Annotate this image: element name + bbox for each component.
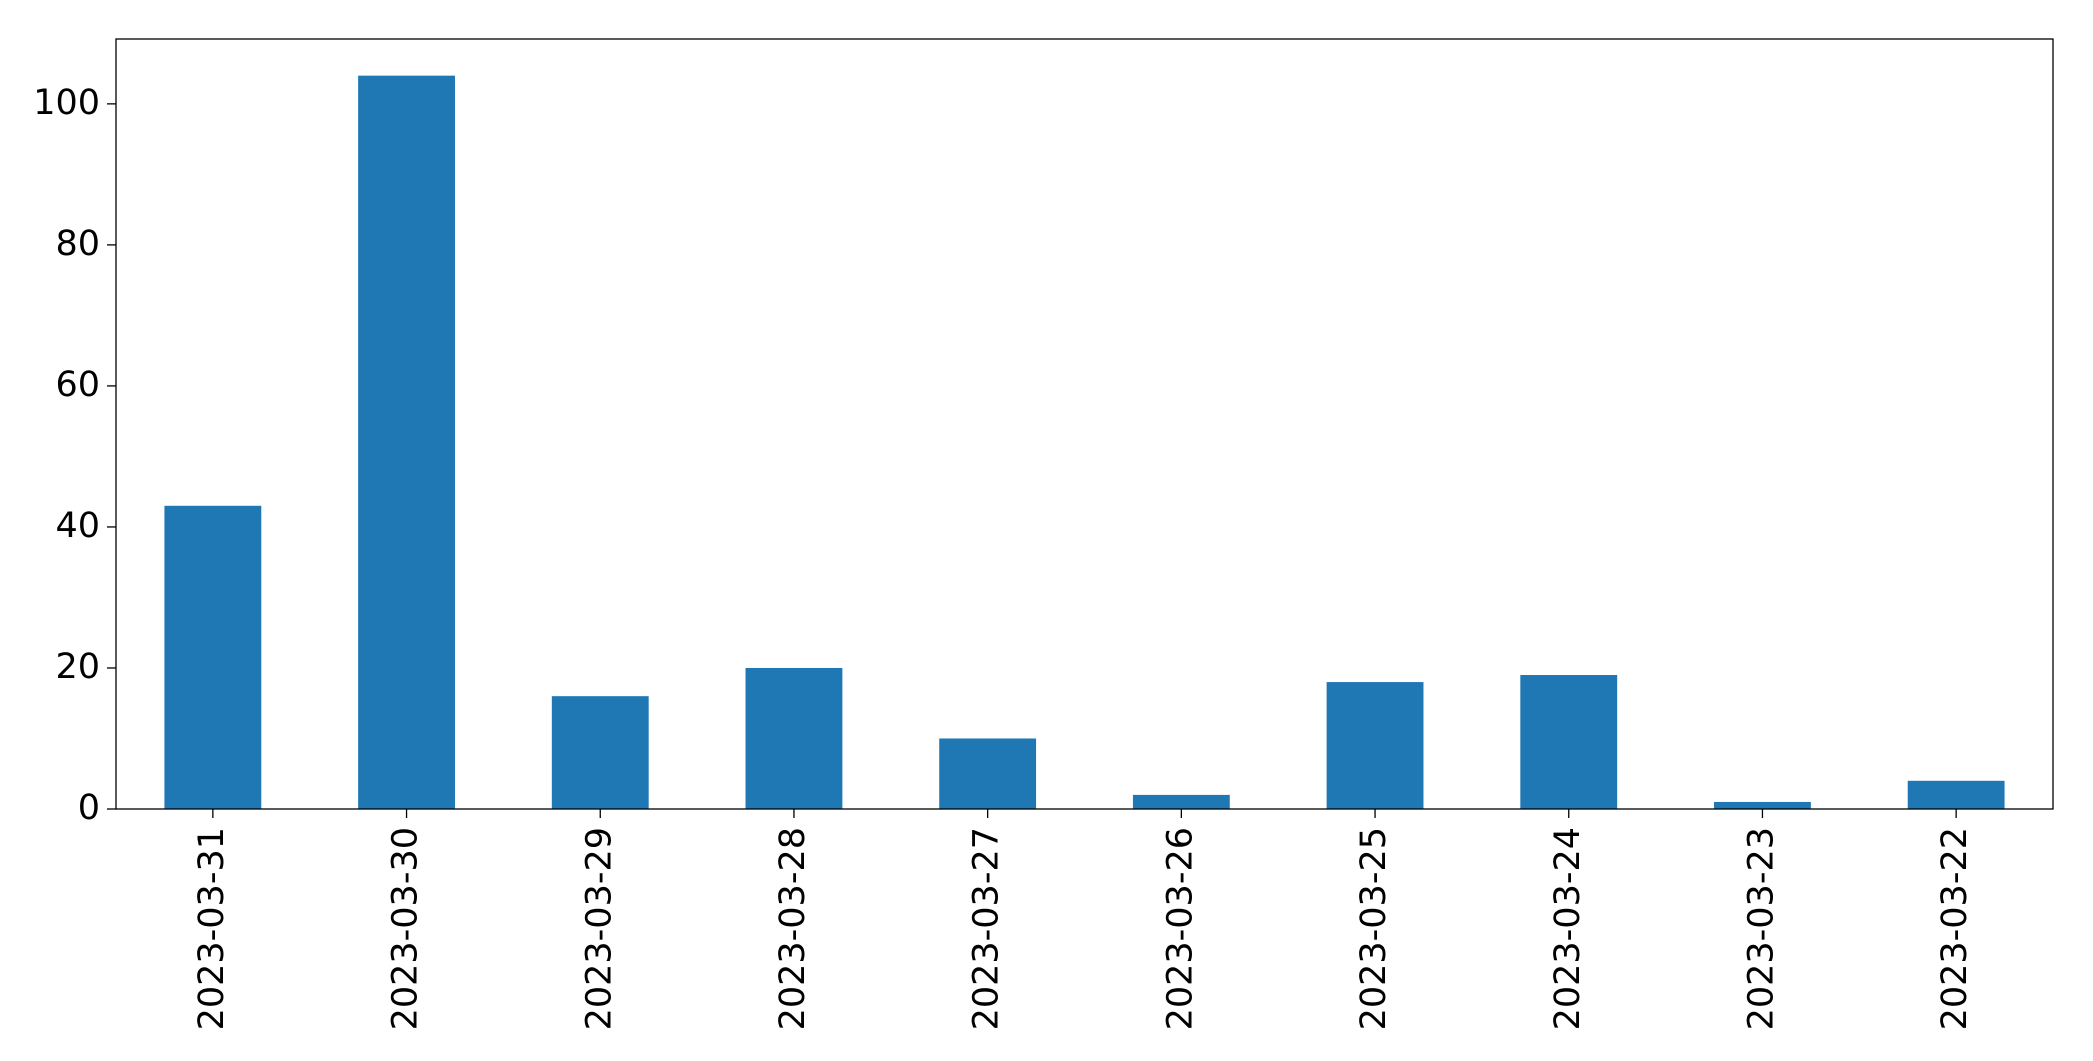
x-tick-label: 2023-03-27: [967, 827, 1007, 1030]
bar: [164, 505, 262, 809]
x-tick-label: 2023-03-29: [579, 827, 619, 1030]
bar: [745, 667, 843, 809]
bar: [1326, 682, 1424, 809]
x-tick-label: 2023-03-25: [1354, 827, 1394, 1030]
bar: [939, 738, 1037, 809]
x-tick-label: 2023-03-26: [1160, 827, 1200, 1030]
x-tick-label: 2023-03-31: [192, 827, 232, 1030]
y-tick-label: 80: [55, 224, 100, 264]
x-tick-label: 2023-03-24: [1548, 827, 1588, 1030]
bar: [1714, 801, 1811, 809]
y-tick-label: 100: [33, 83, 100, 123]
x-tick-label: 2023-03-22: [1935, 827, 1975, 1030]
x-tick-label: 2023-03-28: [773, 827, 813, 1030]
bar: [1132, 794, 1230, 809]
bar: [1907, 780, 2005, 809]
y-tick-label: 20: [55, 647, 100, 687]
y-tick-label: 40: [55, 506, 100, 546]
y-tick-label: 0: [78, 788, 100, 828]
x-tick-label: 2023-03-30: [386, 827, 426, 1030]
bar: [551, 696, 649, 809]
bar: [358, 75, 455, 809]
bar: [1520, 675, 1618, 809]
x-tick-label: 2023-03-23: [1741, 827, 1781, 1030]
y-tick-label: 60: [55, 365, 100, 405]
plot-frame: [115, 38, 2054, 810]
